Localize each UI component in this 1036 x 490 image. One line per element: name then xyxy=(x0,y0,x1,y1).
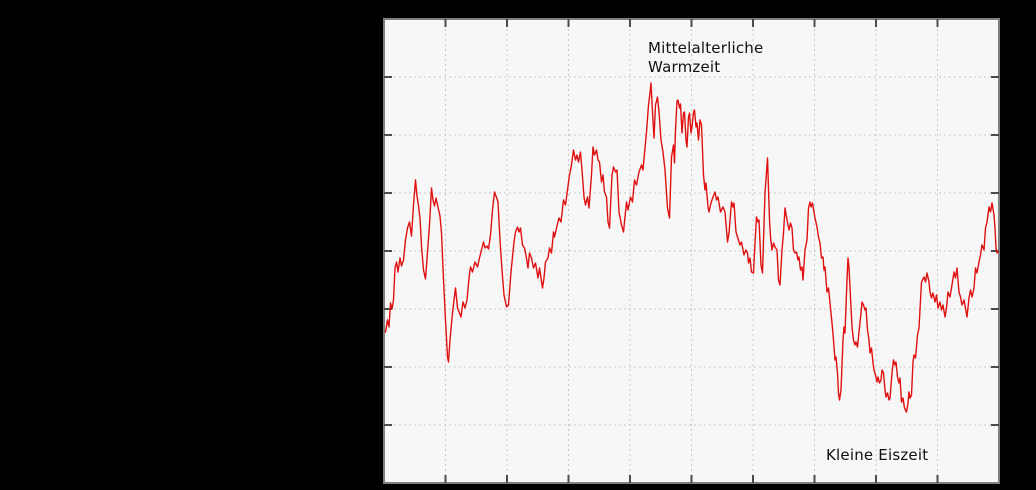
annotation-medieval-warm-period: Mittelalterliche Warmzeit xyxy=(648,39,763,77)
annotation-warm-period-line1: Mittelalterliche xyxy=(648,39,764,57)
annotation-little-ice-age: Kleine Eiszeit xyxy=(826,446,928,465)
annotation-warm-period-line2: Warmzeit xyxy=(648,58,721,76)
annotation-ice-age-label: Kleine Eiszeit xyxy=(826,446,929,464)
axis-ticks xyxy=(384,19,999,483)
grid-lines xyxy=(384,19,999,483)
temperature-series-line xyxy=(384,82,999,413)
